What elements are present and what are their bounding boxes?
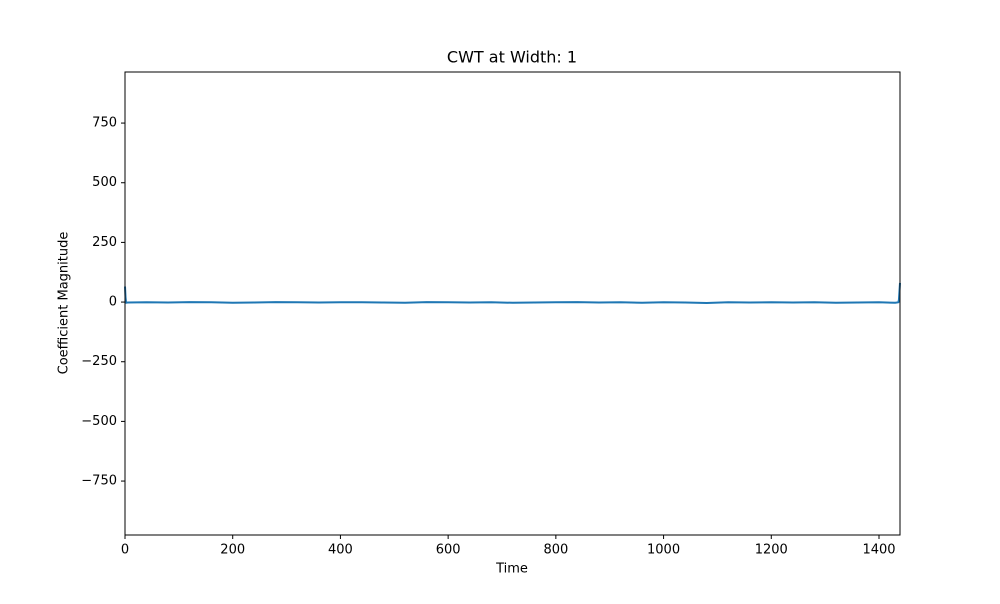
- x-tick-label: 1400: [862, 543, 895, 558]
- y-tick-label: −750: [81, 474, 117, 489]
- line: [124, 282, 901, 305]
- chart-title: CWT at Width: 1: [447, 48, 577, 67]
- x-axis-label: Time: [495, 562, 528, 577]
- y-tick-label: 500: [92, 175, 117, 190]
- x-tick-label: 400: [328, 543, 353, 558]
- y-tick-label: 0: [109, 295, 117, 310]
- x-tick-label: 1000: [647, 543, 680, 558]
- y-tick-label: −250: [81, 354, 117, 369]
- x-tick-label: 200: [220, 543, 245, 558]
- y-tick-label: −500: [81, 414, 117, 429]
- plot-frame: [124, 71, 901, 536]
- y-tick-label: 750: [92, 116, 117, 131]
- y-axis-label: Coefficient Magnitude: [57, 232, 72, 375]
- x-tick-label: 600: [436, 543, 461, 558]
- x-tick-label: 1200: [755, 543, 788, 558]
- x-tick-label: 0: [121, 543, 129, 558]
- y-tick-label: 250: [92, 235, 117, 250]
- x-tick-label: 800: [543, 543, 568, 558]
